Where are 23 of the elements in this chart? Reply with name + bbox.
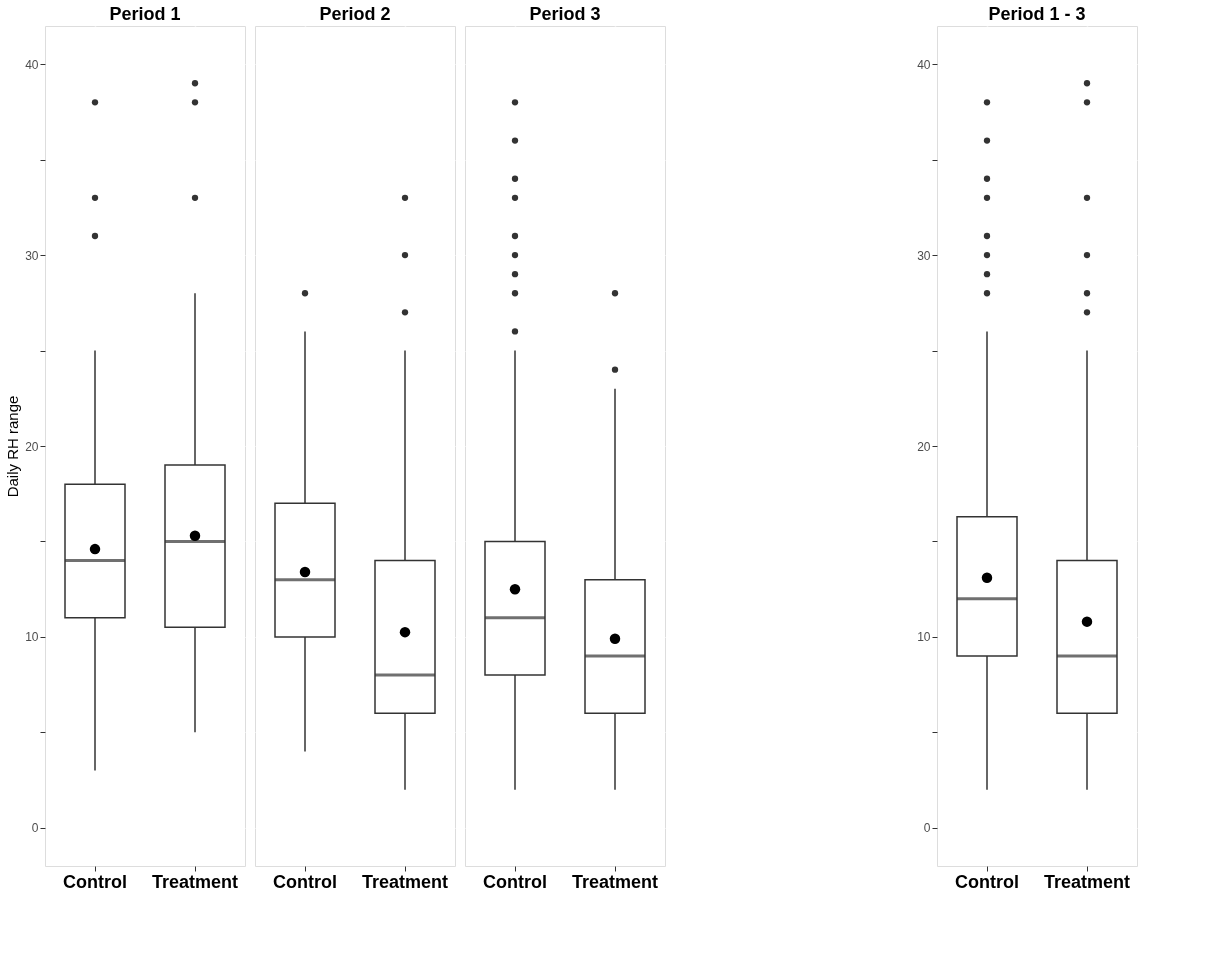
y-tick-label: 10 [917,630,931,645]
x-tick-label: Control [483,871,547,892]
x-tick-label: Control [273,871,337,892]
y-tick-label: 0 [31,821,39,836]
y-tick-label: 40 [917,57,931,72]
y-tick-label: 0 [923,821,931,836]
y-tick-label: 30 [25,248,39,263]
x-tick-label: Treatment [151,871,239,892]
x-tick-label: Control [63,871,127,892]
y-axis-title: Daily RH range [4,395,22,498]
chart-title: Period 1 - 3 [988,4,1086,24]
x-tick-label: Treatment [1043,871,1131,892]
chart-title: Period 1 [109,4,181,24]
x-tick-label: Treatment [571,871,659,892]
chart-title: Period 2 [319,4,391,24]
chart-title: Period 3 [529,4,601,24]
y-tick-label: 20 [25,439,39,454]
x-tick-label: Control [955,871,1019,892]
y-tick-label: 30 [917,248,931,263]
x-tick-label: Treatment [361,871,449,892]
y-tick-label: 20 [917,439,931,454]
y-tick-label: 10 [25,630,39,645]
y-tick-label: 40 [25,57,39,72]
